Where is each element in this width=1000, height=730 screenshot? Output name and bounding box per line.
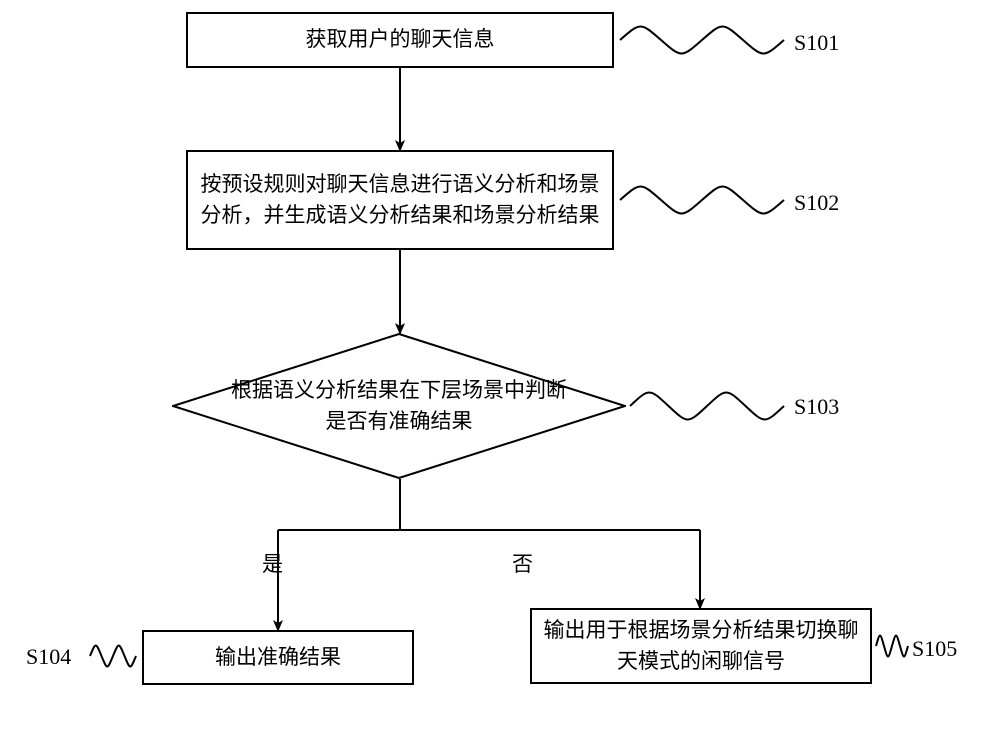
step-4-text: 输出准确结果 — [215, 642, 341, 674]
decision-box: 根据语义分析结果在下层场景中判断是否有准确结果 — [172, 333, 626, 479]
step-2-label: S102 — [794, 190, 839, 216]
decision-text: 根据语义分析结果在下层场景中判断是否有准确结果 — [222, 375, 576, 438]
step-5-text: 输出用于根据场景分析结果切换聊天模式的闲聊信号 — [542, 615, 860, 678]
step-3-label: S103 — [794, 394, 839, 420]
step-2-box: 按预设规则对聊天信息进行语义分析和场景分析，并生成语义分析结果和场景分析结果 — [186, 150, 614, 250]
step-4-label: S104 — [26, 644, 71, 670]
step-1-box: 获取用户的聊天信息 — [186, 12, 614, 68]
step-5-label: S105 — [912, 636, 957, 662]
step-4-box: 输出准确结果 — [142, 630, 414, 685]
step-5-box: 输出用于根据场景分析结果切换聊天模式的闲聊信号 — [530, 608, 872, 684]
flowchart-canvas: 获取用户的聊天信息 S101 按预设规则对聊天信息进行语义分析和场景分析，并生成… — [0, 0, 1000, 730]
branch-no-label: 否 — [512, 548, 533, 578]
step-1-text: 获取用户的聊天信息 — [306, 24, 495, 56]
step-1-label: S101 — [794, 30, 839, 56]
step-2-text: 按预设规则对聊天信息进行语义分析和场景分析，并生成语义分析结果和场景分析结果 — [198, 169, 602, 232]
branch-yes-label: 是 — [262, 548, 283, 578]
